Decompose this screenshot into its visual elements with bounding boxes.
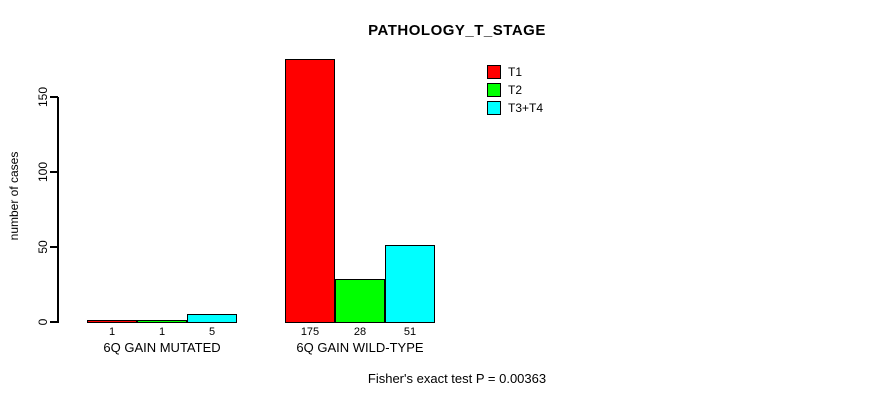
legend-label: T2	[508, 83, 523, 97]
bar-value-label: 51	[403, 326, 417, 338]
bar-value-label: 5	[208, 326, 216, 338]
y-tick-mark	[50, 321, 58, 323]
group-label: 6Q GAIN WILD-TYPE	[296, 340, 424, 355]
legend-label: T1	[508, 65, 523, 79]
bar-t1-1	[87, 319, 137, 323]
bar-t2-2	[335, 279, 385, 323]
bar-value-label: 28	[353, 326, 367, 338]
bar-value-label: 175	[300, 326, 320, 338]
legend-swatch-icon	[487, 65, 501, 79]
y-tick-mark	[50, 96, 58, 98]
y-tick-label: 100	[36, 161, 50, 183]
y-tick-mark	[50, 171, 58, 173]
y-tick-label: 0	[36, 318, 50, 326]
group-label: 6Q GAIN MUTATED	[103, 340, 221, 355]
bar-t3-t4-1	[187, 313, 237, 323]
y-tick-label: 50	[36, 240, 50, 254]
chart-title: PATHOLOGY_T_STAGE	[368, 22, 546, 39]
legend-row: T2	[487, 81, 543, 99]
fisher-test-annotation: Fisher's exact test P = 0.00363	[367, 371, 547, 386]
bar-value-label: 1	[108, 326, 116, 338]
legend-swatch-icon	[487, 83, 501, 97]
legend-label: T3+T4	[508, 101, 544, 115]
bar-t2-1	[137, 319, 187, 323]
bar-value-label: 1	[158, 326, 166, 338]
legend: T1 T2 T3+T4	[487, 63, 543, 117]
legend-swatch-icon	[487, 101, 501, 115]
legend-row: T3+T4	[487, 99, 543, 117]
legend-row: T1	[487, 63, 543, 81]
y-axis-line	[57, 97, 59, 323]
y-tick-label: 150	[36, 86, 50, 108]
y-axis-title: number of cases	[7, 151, 21, 241]
y-tick-mark	[50, 246, 58, 248]
bar-t1-2	[285, 58, 335, 323]
bar-t3-t4-2	[385, 244, 435, 323]
